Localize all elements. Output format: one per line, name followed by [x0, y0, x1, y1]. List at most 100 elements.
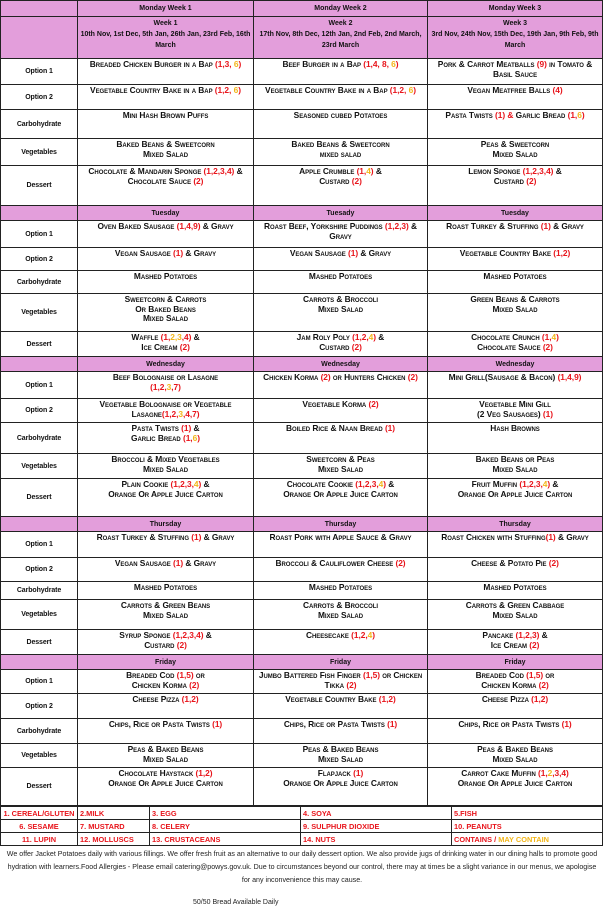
- dish-line: Sweetcorn & Carrots: [124, 294, 207, 304]
- dish-line: Pancake (1,2,3) &: [482, 630, 548, 640]
- week-title: Week 2: [328, 20, 353, 27]
- dish-line: Chips, Rice or Pasta Twists (1): [108, 719, 223, 729]
- dish-line: Mixed Salad: [317, 753, 363, 764]
- row-label: Vegetables: [0, 293, 78, 332]
- dish-line: Flapjack (1): [317, 768, 364, 778]
- allergen-key-table: 1. CEREAL/GLUTEN 2.MILK 3. EGG 4. SOYA 5.FIS…: [0, 806, 603, 846]
- allergen-item: 8. CELERY: [149, 819, 301, 833]
- menu-item: Carrots & Broccoli Mixed Salad: [253, 599, 428, 630]
- dish-line: Roast Beef, Yorkshire Puddings (1,2,3) &…: [263, 221, 418, 241]
- dish-line: Chips, Rice or Pasta Twists (1): [458, 719, 572, 729]
- dish-line: Mixed Salad: [317, 609, 363, 620]
- dish-line: Carrots & Broccoli: [303, 600, 378, 610]
- dish-line: Jam Roly Poly (1,2,4) &: [296, 332, 385, 342]
- allergen-item: 12. MOLLUSCS: [77, 832, 150, 846]
- dish-line: Vegan Sausage (1) & Gravy: [289, 248, 392, 258]
- dish-line: Lemon Sponge (1,2,3,4) &: [468, 166, 562, 176]
- row-label: Option 1: [0, 531, 78, 558]
- dish-line: Chicken Korma (2): [481, 679, 549, 690]
- dish-line: Roast Pork with Apple Sauce & Gravy: [269, 532, 412, 542]
- dish-line: Vegetable Korma (2): [302, 399, 379, 409]
- week-dates-cell: Week 2 17th Nov, 8th Dec, 12th Jan, 2nd F…: [253, 16, 428, 59]
- dish-line: Mini Grill(Sausage & Bacon) (1,4,9): [448, 372, 582, 382]
- menu-item: Vegetable Country Bake in a Bap (1,2, 6): [253, 84, 428, 110]
- menu-item: Mashed Potatoes: [77, 581, 254, 600]
- menu-item: Breaded Chicken Burger in a Bap (1,3, 6): [77, 58, 254, 85]
- dish-line: Chicken Korma (2) or Hunters Chicken (2): [263, 372, 418, 382]
- row-label: Vegetables: [0, 453, 78, 479]
- allergen-item: 10. PEANUTS: [451, 819, 603, 833]
- day-header: Wednesday: [427, 356, 603, 372]
- menu-item: Boiled Rice & Naan Bread (1): [253, 422, 428, 454]
- day-header: Thursday: [427, 516, 603, 532]
- row-label: Carbohydrate: [0, 422, 78, 454]
- menu-item: Vegetable Mini Gill (2 Veg Sausages) (1): [427, 398, 603, 423]
- dish-line: Custard (2): [493, 175, 537, 186]
- dish-line: (1,2,3,7): [150, 381, 181, 392]
- menu-item: Vegan Sausage (1) & Gravy: [77, 247, 254, 271]
- dish-line: Vegetable Country Bake (1,2): [285, 694, 396, 704]
- row-label: Vegetables: [0, 138, 78, 166]
- dish-line: Or Baked Beans: [135, 303, 196, 314]
- menu-item: Plain Cookie (1,2,3,4) & Orange Or Apple …: [77, 478, 254, 517]
- menu-row: Dessert Chocolate & Mandarin Sponge (1,2,…: [0, 165, 603, 206]
- dish-line: mixed salad: [319, 148, 362, 159]
- dish-line: Beef Burger in a Bap (1,4, 8, 6): [282, 59, 399, 69]
- row-label: Option 2: [0, 247, 78, 271]
- menu-row: Option 1 Breaded Cod (1,5) or Chicken Korm…: [0, 669, 603, 694]
- week-dates: 17th Nov, 8th Dec, 12th Jan, 2nd Feb, 2n…: [259, 31, 422, 49]
- allergen-item: 6. SESAME: [0, 819, 78, 833]
- dish-line: Baked Beans or Peas: [475, 454, 555, 464]
- menu-item: Cheese & Potato Pie (2): [427, 557, 603, 582]
- dish-line: Orange Or Apple Juice Carton: [108, 488, 223, 499]
- footer-note: We offer Jacket Potatoes daily with vari…: [6, 850, 598, 884]
- day-header: Monday Week 1: [77, 0, 254, 17]
- dish-line: Mixed Salad: [142, 148, 188, 159]
- dish-line: Breaded Cod (1,5) or: [475, 670, 555, 680]
- header-blank: [0, 356, 78, 372]
- dish-line: Custard (2): [144, 639, 187, 650]
- menu-row: Vegetables Carrots & Green Beans Mixed Sal…: [0, 599, 603, 630]
- row-label: Carbohydrate: [0, 109, 78, 139]
- menu-item: Chips, Rice or Pasta Twists (1): [427, 718, 603, 744]
- dish-line: Mixed Salad: [492, 463, 538, 474]
- menu-item: Chocolate Cookie (1,2,3,4) & Orange Or Ap…: [253, 478, 428, 517]
- menu-row: Carbohydrate Mini Hash Brown Puffs Seasone…: [0, 109, 603, 139]
- dish-line: Chicken Korma (2): [131, 679, 200, 690]
- dish-line: Baked Beans & Sweetcorn: [291, 139, 390, 149]
- dish-line: Ice Cream (2): [141, 341, 190, 352]
- day-header-row: Thursday Thursday Thursday: [0, 516, 603, 532]
- dish-line: Fruit Muffin (1,2,3,4) &: [471, 479, 559, 489]
- dish-line: Roast Chicken with Stuffing(1) & Gravy: [441, 532, 589, 542]
- row-label: Option 1: [0, 220, 78, 248]
- dish-line: Boiled Rice & Naan Bread (1): [285, 423, 396, 433]
- dish-line: Chocolate Sauce (2): [477, 341, 553, 352]
- dish-line: Breaded Cod (1,5) or: [126, 670, 205, 680]
- dish-line: Hash Browns: [490, 423, 540, 433]
- dish-line: Orange Or Apple Juice Carton: [283, 488, 398, 499]
- dish-line: Mashed Potatoes: [308, 271, 373, 281]
- dish-line: Orange Or Apple Juice Carton: [283, 777, 398, 788]
- dish-line: Mashed Potatoes: [483, 582, 547, 592]
- dish-line: Orange Or Apple Juice Carton: [457, 777, 573, 788]
- allergen-item: 3. EGG: [149, 806, 301, 820]
- dish-line: Jumbo Battered Fish Finger (1,5) or Chic…: [258, 670, 423, 690]
- menu-row: Vegetables Broccoli & Mixed Vegetables Mix…: [0, 453, 603, 479]
- dish-line: Chocolate Cookie (1,2,3,4) &: [286, 479, 395, 489]
- dish-line: Ice Cream (2): [490, 639, 540, 650]
- day-header-row: Tuesday Tuesady Tuesday: [0, 205, 603, 221]
- dish-line: Mixed Salad: [142, 609, 188, 620]
- row-label: Option 1: [0, 669, 78, 694]
- menu-item: Carrots & Green Cabbage Mixed Salad: [427, 599, 603, 630]
- menu-item: Hash Browns: [427, 422, 603, 454]
- menu-item: Roast Turkey & Stuffing (1) & Gravy: [77, 531, 254, 558]
- menu-item: Vegetable Country Bake (1,2): [253, 693, 428, 719]
- menu-row: Dessert Syrup Sponge (1,2,3,4) & Custard (…: [0, 629, 603, 655]
- dish-line: Mixed Salad: [142, 753, 188, 764]
- dish-line: Mixed Salad: [142, 313, 188, 324]
- legend-may-contain: MAY CONTAIN: [496, 834, 549, 844]
- dish-line: Beef Bolognaise or Lasagne: [112, 372, 219, 382]
- dish-line: Mashed Potatoes: [308, 582, 373, 592]
- dish-line: Breaded Chicken Burger in a Bap (1,3, 6): [89, 59, 242, 69]
- dish-line: Mashed Potatoes: [133, 271, 198, 281]
